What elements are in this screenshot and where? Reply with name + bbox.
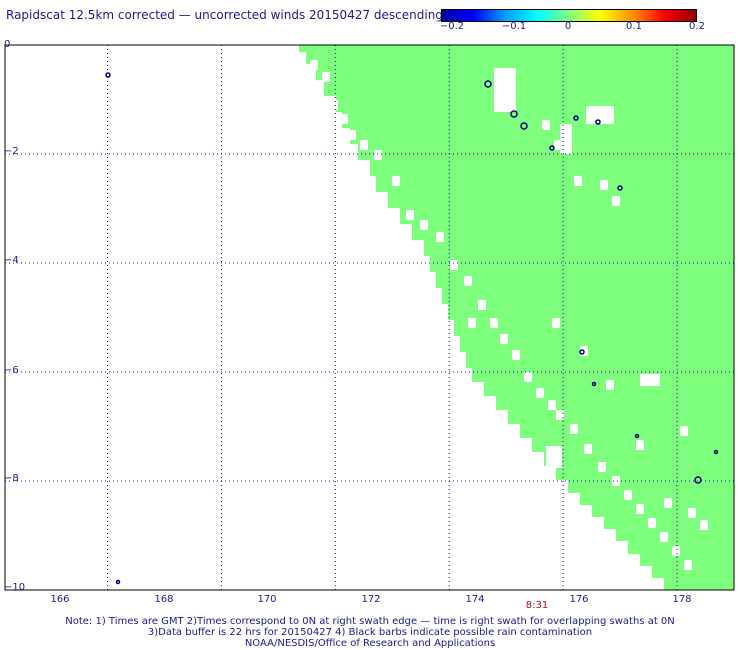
data-gap — [546, 446, 562, 468]
island — [634, 433, 640, 439]
lat-tick-8s: −8 — [4, 473, 19, 484]
data-gap — [660, 532, 668, 542]
swath-coverage — [299, 45, 734, 590]
data-gap — [374, 150, 382, 160]
data-gap — [330, 100, 338, 110]
map-title: Rapidscat 12.5km corrected — uncorrected… — [6, 8, 443, 22]
data-gap — [598, 462, 606, 472]
lon-tick-166: 166 — [50, 594, 70, 605]
island — [573, 115, 579, 121]
island — [595, 119, 601, 125]
lat-tick-0: 0 — [4, 39, 11, 50]
data-gap — [552, 318, 560, 328]
island — [484, 80, 492, 88]
colorbar-label-max: 0.2 — [689, 21, 705, 32]
colorbar-label-neg: −0.1 — [501, 21, 527, 32]
island — [617, 185, 623, 191]
data-gap — [688, 508, 696, 518]
island-outlines — [105, 72, 719, 585]
island — [115, 579, 121, 585]
data-gap — [450, 260, 458, 270]
data-gap — [464, 276, 472, 286]
data-gap — [542, 120, 550, 130]
note-line-3: NOAA/NESDIS/Office of Research and Appli… — [244, 638, 496, 649]
data-gap — [478, 300, 486, 310]
note-line-1: Note: 1) Times are GMT 2)Times correspon… — [65, 616, 675, 627]
island — [549, 145, 555, 151]
note-line-2: 3)Data buffer is 22 hrs for 20150427 4) … — [147, 627, 593, 638]
data-gap — [494, 68, 516, 112]
data-gap — [672, 546, 680, 556]
data-gap — [310, 60, 318, 70]
colorbar — [441, 9, 697, 22]
data-gap — [700, 520, 708, 530]
lon-tick-168: 168 — [154, 594, 174, 605]
data-gap — [420, 220, 428, 230]
data-gap — [490, 318, 498, 328]
lon-tick-176: 176 — [569, 594, 589, 605]
lon-tick-174: 174 — [465, 594, 485, 605]
data-gap — [636, 440, 644, 450]
data-gap — [600, 180, 608, 190]
data-gap — [360, 140, 368, 150]
data-gap — [560, 124, 572, 154]
data-gap — [664, 498, 672, 508]
data-gap — [570, 424, 578, 434]
colorbar-label-zero: 0 — [564, 21, 572, 32]
lat-tick-4s: −4 — [4, 255, 19, 266]
data-gap — [406, 210, 414, 220]
island — [510, 110, 518, 118]
lat-tick-2s: −2 — [4, 146, 19, 157]
data-gap — [574, 176, 582, 186]
island — [520, 122, 528, 130]
data-gap — [586, 106, 614, 124]
data-gap — [680, 426, 688, 436]
swath-polygon — [299, 45, 734, 590]
data-gap — [636, 504, 644, 514]
map-frame — [4, 44, 735, 591]
data-gap — [436, 232, 444, 242]
lat-tick-10s: −10 — [4, 582, 26, 593]
lon-tick-178: 178 — [672, 594, 692, 605]
data-gap — [624, 490, 632, 500]
colorbar-label-pos: 0.1 — [626, 21, 642, 32]
lon-tick-172: 172 — [361, 594, 381, 605]
data-gaps — [310, 60, 708, 570]
data-gap — [548, 400, 556, 410]
data-gap — [554, 140, 562, 150]
colorbar-label-min: −0.2 — [439, 21, 465, 32]
swath-time-label: 8:31 — [525, 600, 549, 611]
data-gap — [322, 72, 330, 82]
data-gap — [316, 88, 324, 98]
lat-tick-6s: −6 — [4, 365, 19, 376]
data-gap — [524, 372, 532, 382]
data-gap — [392, 176, 400, 186]
data-gap — [640, 374, 660, 386]
data-gap — [536, 388, 544, 398]
data-gap — [612, 476, 620, 486]
data-gap — [648, 518, 656, 528]
data-gap — [500, 334, 508, 344]
island — [694, 476, 702, 484]
island — [591, 381, 597, 387]
data-gap — [584, 444, 592, 454]
data-gap — [512, 350, 520, 360]
island — [579, 349, 585, 355]
data-gap — [556, 410, 564, 420]
data-gap — [468, 318, 476, 328]
data-gap — [606, 380, 614, 390]
lon-tick-170: 170 — [257, 594, 277, 605]
data-gap — [612, 196, 620, 206]
data-gap — [340, 114, 348, 124]
data-gap — [348, 130, 356, 140]
data-gap — [684, 560, 692, 570]
island — [713, 449, 719, 455]
